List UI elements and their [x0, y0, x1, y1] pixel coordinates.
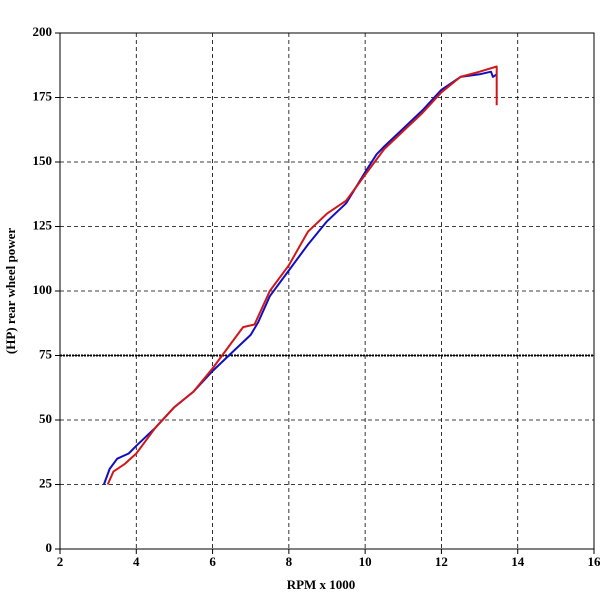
y-tick-label: 100 — [33, 282, 53, 297]
x-tick-label: 14 — [511, 554, 525, 569]
x-tick-label: 2 — [57, 554, 64, 569]
x-tick-label: 12 — [435, 554, 448, 569]
y-tick-label: 175 — [33, 88, 53, 103]
y-tick-label: 50 — [39, 411, 52, 426]
x-tick-label: 6 — [209, 554, 216, 569]
x-tick-label: 16 — [588, 554, 600, 569]
y-tick-label: 25 — [39, 475, 53, 490]
x-axis-title: RPM x 1000 — [287, 577, 356, 592]
x-tick-label: 10 — [359, 554, 372, 569]
y-tick-label: 0 — [46, 540, 53, 555]
x-tick-label: 8 — [286, 554, 293, 569]
y-tick-label: 150 — [33, 153, 53, 168]
y-tick-label: 75 — [39, 346, 53, 361]
x-tick-label: 4 — [133, 554, 140, 569]
y-tick-label: 125 — [33, 217, 53, 232]
y-tick-label: 200 — [33, 24, 53, 39]
y-axis-title: (HP) rear wheel power — [3, 228, 18, 354]
series-line — [106, 65, 498, 485]
